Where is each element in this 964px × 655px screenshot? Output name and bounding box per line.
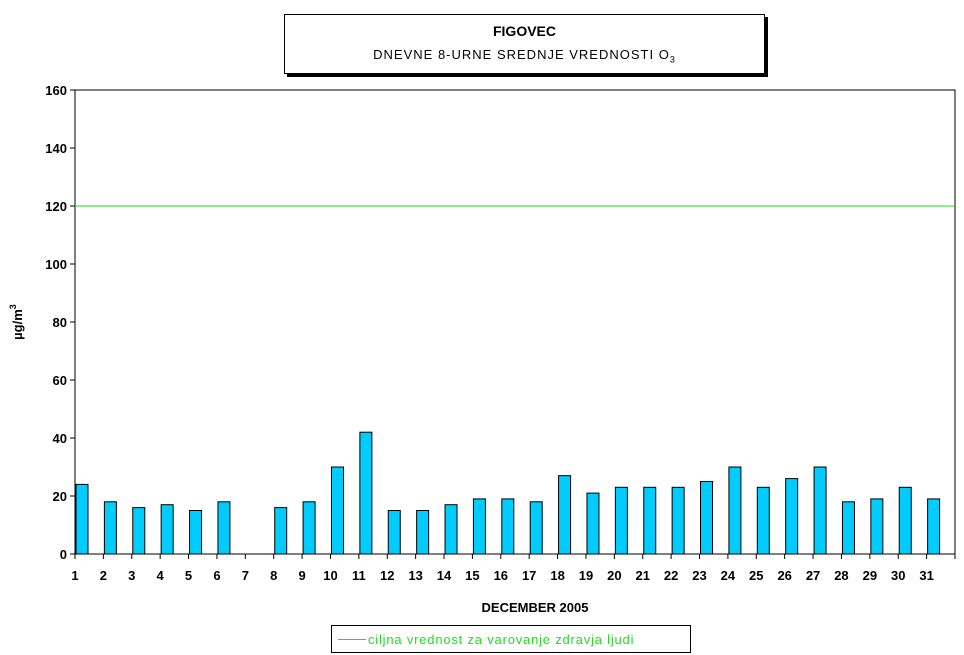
y-tick-label: 140 bbox=[45, 141, 67, 156]
bar bbox=[643, 486, 657, 555]
bar bbox=[614, 486, 628, 555]
x-tick-label: 12 bbox=[380, 568, 394, 583]
bar bbox=[302, 501, 316, 555]
x-tick-label: 15 bbox=[465, 568, 479, 583]
bar bbox=[444, 504, 458, 555]
bar bbox=[841, 501, 855, 555]
y-tick-label: 60 bbox=[53, 373, 67, 388]
y-tick-label: 20 bbox=[53, 489, 67, 504]
plot-area bbox=[74, 89, 956, 555]
x-tick-label: 22 bbox=[664, 568, 678, 583]
x-tick-label: 28 bbox=[834, 568, 848, 583]
chart-subtitle: DNEVNE 8-URNE SREDNJE VREDNOSTI O3 bbox=[285, 47, 764, 65]
x-tick-label: 10 bbox=[323, 568, 337, 583]
y-tick-label: 120 bbox=[45, 199, 67, 214]
x-tick-label: 29 bbox=[863, 568, 877, 583]
y-tick-label: 100 bbox=[45, 257, 67, 272]
bar bbox=[75, 483, 89, 555]
bar bbox=[756, 486, 770, 555]
x-tick-label: 23 bbox=[692, 568, 706, 583]
chart-subtitle-main: DNEVNE 8-URNE SREDNJE VREDNOSTI O bbox=[373, 47, 670, 62]
x-tick-label: 5 bbox=[185, 568, 192, 583]
x-tick-label: 7 bbox=[242, 568, 249, 583]
x-tick-label: 4 bbox=[157, 568, 165, 583]
bar bbox=[785, 478, 799, 555]
bar bbox=[586, 492, 600, 555]
legend-target-line-label: ciljna vrednost za varovanje zdravja lju… bbox=[368, 631, 635, 647]
bar bbox=[160, 504, 174, 555]
y-axis-label: µg/m3 bbox=[8, 304, 25, 340]
bar bbox=[132, 507, 146, 555]
y-tick-label: 80 bbox=[53, 315, 67, 330]
bar bbox=[416, 510, 430, 555]
bar bbox=[217, 501, 231, 555]
y-tick-label: 40 bbox=[53, 431, 67, 446]
x-tick-label: 27 bbox=[806, 568, 820, 583]
x-tick-label: 11 bbox=[352, 568, 366, 583]
bar bbox=[728, 466, 742, 555]
x-tick-label: 3 bbox=[128, 568, 135, 583]
x-tick-label: 1 bbox=[71, 568, 78, 583]
chart-title: FIGOVEC bbox=[492, 23, 556, 39]
y-tick-label: 160 bbox=[45, 83, 67, 98]
y-axis-label-main: µg/m bbox=[10, 309, 25, 340]
x-tick-label: 8 bbox=[270, 568, 277, 583]
x-tick-label: 19 bbox=[579, 568, 593, 583]
x-tick-label: 18 bbox=[550, 568, 564, 583]
bar bbox=[870, 498, 884, 555]
bar bbox=[359, 431, 373, 555]
bar bbox=[700, 481, 714, 555]
x-axis-label: DECEMBER 2005 bbox=[482, 600, 589, 615]
bar bbox=[671, 486, 685, 555]
bar bbox=[898, 486, 912, 555]
legend-target-line-swatch bbox=[338, 638, 366, 640]
x-tick-label: 6 bbox=[213, 568, 220, 583]
chart-title-box: FIGOVEC DNEVNE 8-URNE SREDNJE VREDNOSTI … bbox=[284, 14, 765, 74]
x-tick-label: 31 bbox=[919, 568, 933, 583]
chart-subtitle-subscript: 3 bbox=[669, 54, 676, 65]
bar bbox=[813, 466, 827, 555]
y-tick-label: 0 bbox=[60, 547, 67, 562]
x-tick-label: 16 bbox=[494, 568, 508, 583]
x-tick-label: 20 bbox=[607, 568, 621, 583]
bar bbox=[103, 501, 117, 555]
x-tick-label: 21 bbox=[636, 568, 650, 583]
bar bbox=[189, 510, 203, 555]
bar bbox=[387, 510, 401, 555]
bar bbox=[529, 501, 543, 555]
legend: ciljna vrednost za varovanje zdravja lju… bbox=[331, 625, 691, 653]
y-axis-label-superscript: 3 bbox=[8, 304, 18, 309]
x-tick-label: 24 bbox=[721, 568, 736, 583]
bar bbox=[501, 498, 515, 555]
x-tick-label: 14 bbox=[437, 568, 452, 583]
x-tick-label: 13 bbox=[408, 568, 422, 583]
bar bbox=[274, 507, 288, 555]
bar bbox=[330, 466, 344, 555]
x-tick-label: 2 bbox=[100, 568, 107, 583]
x-tick-label: 17 bbox=[522, 568, 536, 583]
x-tick-label: 25 bbox=[749, 568, 763, 583]
bar bbox=[558, 475, 572, 555]
x-tick-label: 30 bbox=[891, 568, 905, 583]
x-tick-label: 26 bbox=[777, 568, 791, 583]
bar bbox=[472, 498, 486, 555]
bar bbox=[927, 498, 941, 555]
x-tick-label: 9 bbox=[298, 568, 305, 583]
